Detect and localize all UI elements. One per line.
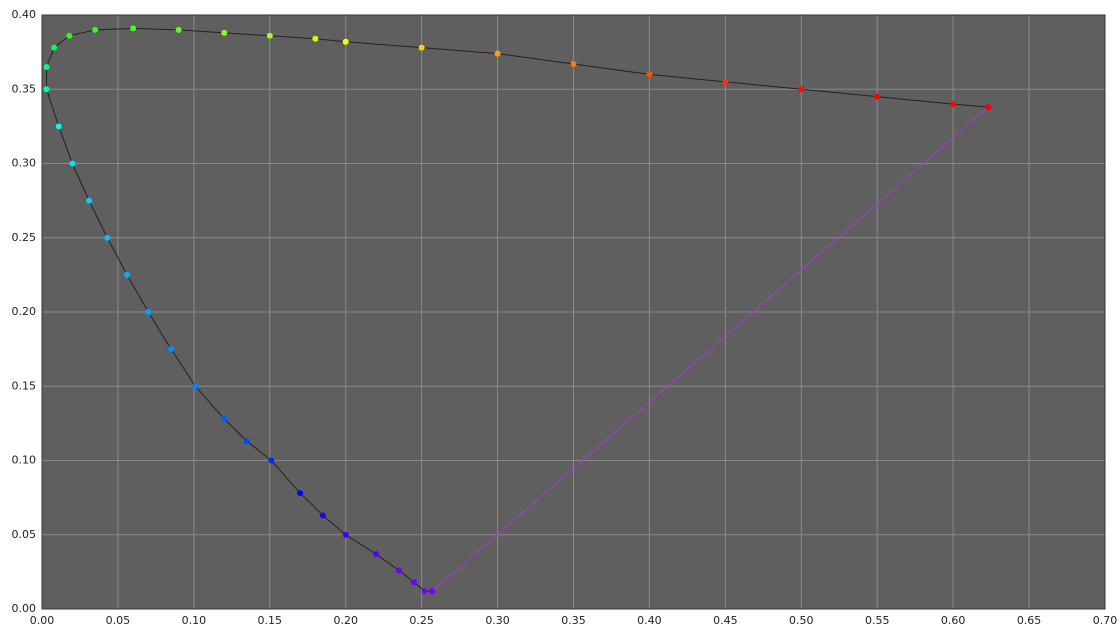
x-tick-label: 0.20 — [333, 614, 358, 627]
point — [168, 346, 175, 353]
x-tick-label: 0.10 — [182, 614, 207, 627]
point — [570, 61, 577, 68]
x-tick-label: 0.35 — [561, 614, 586, 627]
point — [244, 438, 251, 445]
point — [418, 44, 425, 51]
point — [297, 490, 304, 497]
y-tick-label: 0.10 — [12, 454, 37, 467]
x-tick-label: 0.25 — [409, 614, 434, 627]
point — [874, 93, 881, 100]
x-tick-label: 0.55 — [865, 614, 890, 627]
y-tick-label: 0.00 — [12, 602, 37, 615]
point — [950, 101, 957, 108]
point — [192, 383, 199, 390]
closing-line — [431, 106, 989, 592]
y-tick-label: 0.15 — [12, 379, 37, 392]
point — [51, 44, 58, 51]
x-tick-label: 0.70 — [1093, 614, 1118, 627]
point — [124, 271, 131, 278]
point — [43, 63, 50, 70]
point — [221, 29, 228, 36]
point — [411, 579, 418, 586]
point — [312, 35, 319, 42]
point — [221, 415, 228, 422]
point — [104, 234, 111, 241]
point — [494, 50, 501, 57]
point — [319, 512, 326, 519]
point — [395, 567, 402, 574]
point — [43, 86, 50, 93]
x-tick-label: 0.15 — [258, 614, 283, 627]
y-tick-label: 0.35 — [12, 82, 37, 95]
x-tick-label: 0.65 — [1017, 614, 1042, 627]
point — [130, 25, 137, 32]
point — [722, 78, 729, 85]
point — [268, 457, 275, 464]
point — [66, 32, 73, 39]
point — [69, 160, 76, 167]
point — [86, 197, 93, 204]
point — [373, 551, 380, 558]
y-tick-label: 0.25 — [12, 231, 37, 244]
plot-border — [41, 14, 1106, 610]
point — [92, 26, 99, 33]
y-tick-label: 0.20 — [12, 305, 37, 318]
y-tick-label: 0.05 — [12, 528, 37, 541]
x-tick-label: 0.05 — [106, 614, 131, 627]
y-tick-label: 0.40 — [12, 8, 37, 21]
x-tick-label: 0.30 — [485, 614, 510, 627]
point — [266, 32, 273, 39]
point — [55, 123, 62, 130]
point — [421, 588, 428, 595]
point — [342, 38, 349, 45]
x-tick-label: 0.40 — [637, 614, 662, 627]
x-tick-label: 0.45 — [713, 614, 738, 627]
point — [429, 588, 436, 595]
y-tick-label: 0.30 — [12, 157, 37, 170]
x-tick-label: 0.00 — [30, 614, 55, 627]
point — [175, 26, 182, 33]
x-tick-label: 0.50 — [789, 614, 814, 627]
point — [342, 531, 349, 538]
point — [646, 71, 653, 78]
point — [145, 309, 152, 315]
point — [798, 86, 805, 93]
x-tick-label: 0.60 — [941, 614, 966, 627]
point — [985, 104, 992, 111]
